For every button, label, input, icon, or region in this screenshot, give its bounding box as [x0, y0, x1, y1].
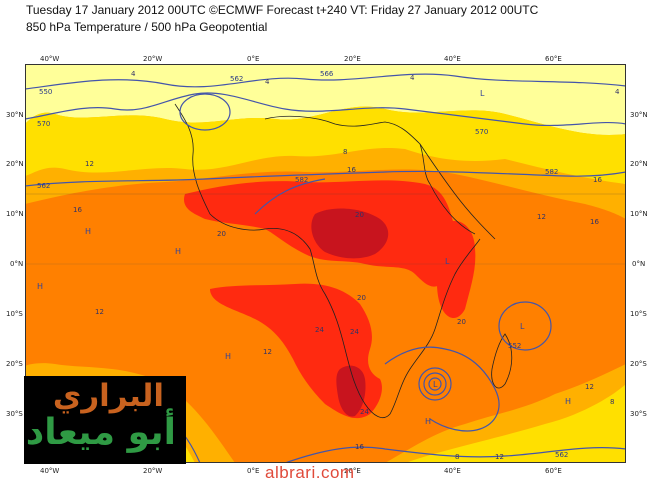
temperature-label: 20 [357, 294, 366, 302]
geopotential-label: 562 [230, 75, 243, 83]
temperature-label: 12 [263, 348, 272, 356]
lat-label-left: 10°N [6, 210, 24, 218]
low-pressure-marker: L [480, 89, 485, 98]
lon-label-bottom: 60°E [545, 467, 562, 475]
geopotential-label: 562 [37, 182, 50, 190]
logo-line-1: البراري [52, 378, 164, 414]
temperature-label: 12 [85, 160, 94, 168]
map-subtitle: 850 hPa Temperature / 500 hPa Geopotenti… [26, 20, 268, 34]
logo-line-2: أبو ميعاد [25, 412, 176, 453]
low-pressure-marker: L [433, 380, 438, 389]
temperature-label: 12 [95, 308, 104, 316]
temperature-label: 24 [315, 326, 324, 334]
temperature-label: 16 [590, 218, 599, 226]
lon-label-top: 60°E [545, 55, 562, 63]
geopotential-label: 550 [39, 88, 52, 96]
temperature-label: 12 [585, 383, 594, 391]
high-pressure-marker: H [565, 397, 571, 406]
temperature-label: 20 [457, 318, 466, 326]
high-pressure-marker: H [225, 352, 231, 361]
temperature-label: 4 [265, 78, 270, 86]
lat-label-left: 20°S [6, 360, 23, 368]
lat-label-right: 0°N [632, 260, 646, 268]
temperature-label: 12 [495, 453, 504, 461]
temperature-band-8-12 [25, 106, 626, 184]
lon-label-bottom: 20°E [344, 467, 361, 475]
geopotential-label: 566 [320, 70, 334, 78]
lat-label-left: 30°N [6, 111, 24, 119]
temperature-label: 20 [217, 230, 226, 238]
lat-label-right: 20°S [630, 360, 647, 368]
temperature-band-24-plus [336, 365, 366, 417]
lat-label-left: 10°S [6, 310, 23, 318]
high-pressure-marker: H [85, 227, 91, 236]
temperature-label: 16 [73, 206, 82, 214]
lat-label-right: 20°N [630, 160, 648, 168]
temperature-label: 24 [360, 408, 369, 416]
lat-label-right: 30°N [630, 111, 648, 119]
lat-label-left: 20°N [6, 160, 24, 168]
temperature-label: 16 [355, 443, 364, 451]
geopotential-label: 582 [545, 168, 558, 176]
lon-label-bottom: 20°W [143, 467, 163, 475]
temperature-label: 8 [610, 398, 614, 406]
lon-label-top: 20°W [143, 55, 163, 63]
website-watermark: albrari.com [265, 463, 355, 482]
lon-label-bottom: 40°E [444, 467, 461, 475]
temperature-label: 4 [410, 74, 415, 82]
temperature-band-8-12 [405, 384, 626, 463]
lon-label-top: 40°E [444, 55, 461, 63]
lat-label-right: 10°S [630, 310, 647, 318]
lat-label-left: 30°S [6, 410, 23, 418]
temperature-label: 8 [455, 453, 459, 461]
map-title: Tuesday 17 January 2012 00UTC ©ECMWF For… [26, 3, 539, 17]
site-logo: البراري أبو ميعاد [24, 376, 186, 464]
lat-label-right: 30°S [630, 410, 647, 418]
low-pressure-marker: L [520, 322, 525, 331]
temperature-label: 16 [347, 166, 356, 174]
lat-label-right: 10°N [630, 210, 648, 218]
high-pressure-marker: H [175, 247, 181, 256]
temperature-label: 16 [593, 176, 602, 184]
temperature-label: 8 [343, 148, 347, 156]
lon-label-top: 40°W [40, 55, 60, 63]
temperature-label: 4 [615, 88, 620, 96]
geopotential-label: 552 [508, 342, 521, 350]
high-pressure-marker: H [37, 282, 43, 291]
lon-label-bottom: 0°E [247, 467, 260, 475]
temperature-label: 12 [537, 213, 546, 221]
temperature-band-4-8 [25, 64, 626, 135]
temperature-label: 20 [355, 211, 364, 219]
temperature-label: 4 [131, 70, 136, 78]
geopotential-label: 570 [475, 128, 488, 136]
map-border [25, 64, 626, 463]
geopotential-label: 570 [37, 120, 50, 128]
lon-label-top: 0°E [247, 55, 260, 63]
high-pressure-marker: H [425, 417, 431, 426]
coastlines [25, 103, 626, 418]
geopotential-label: 562 [555, 451, 568, 459]
lon-label-bottom: 40°W [40, 467, 60, 475]
geopotential-label: 582 [295, 176, 308, 184]
temperature-band-24-plus [311, 208, 389, 259]
temperature-label: 24 [350, 328, 359, 336]
lat-label-left: 0°N [10, 260, 24, 268]
lon-label-top: 20°E [344, 55, 361, 63]
low-pressure-marker: L [445, 257, 450, 266]
